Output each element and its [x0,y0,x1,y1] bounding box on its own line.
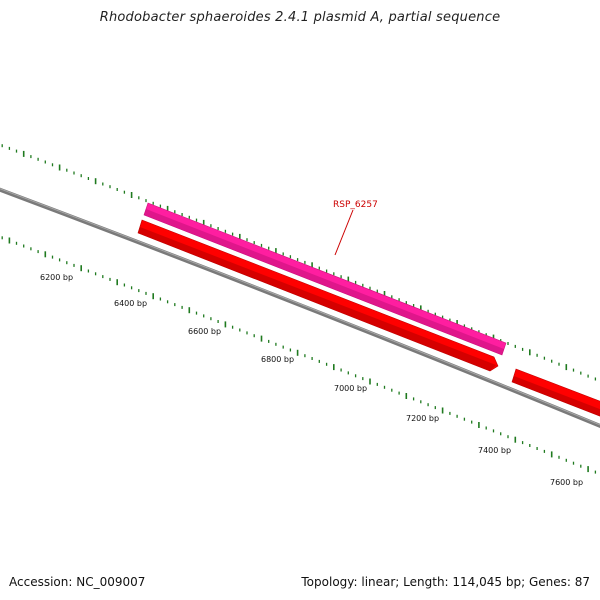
page-title: Rhodobacter sphaeroides 2.4.1 plasmid A,… [99,10,501,25]
tick-label: 7000 bp [334,384,367,393]
gene-label-leader [334,209,354,256]
tick-label: 7600 bp [550,478,583,487]
gene-feature-magenta-shade [144,209,504,355]
tick-label: 6800 bp [261,355,294,364]
sequence-summary: Topology: linear; Length: 114,045 bp; Ge… [301,575,590,589]
sequence-backbone-highlight [0,188,600,426]
gene-feature-red-arrow-shade [138,227,496,371]
outer-tick-track [1,144,597,381]
accession-text: Accession: NC_009007 [9,575,146,589]
tick-label: 6600 bp [188,327,221,336]
tick-label: 6400 bp [114,299,147,308]
tick-label: 7400 bp [478,446,511,455]
gene-label[interactable]: RSP_6257 [333,200,378,210]
gene-feature-red-block-shade [512,376,600,417]
tick-label: 7200 bp [406,414,439,423]
tick-label: 6200 bp [40,273,73,282]
sequence-backbone [0,187,600,429]
inner-tick-track [1,236,597,474]
